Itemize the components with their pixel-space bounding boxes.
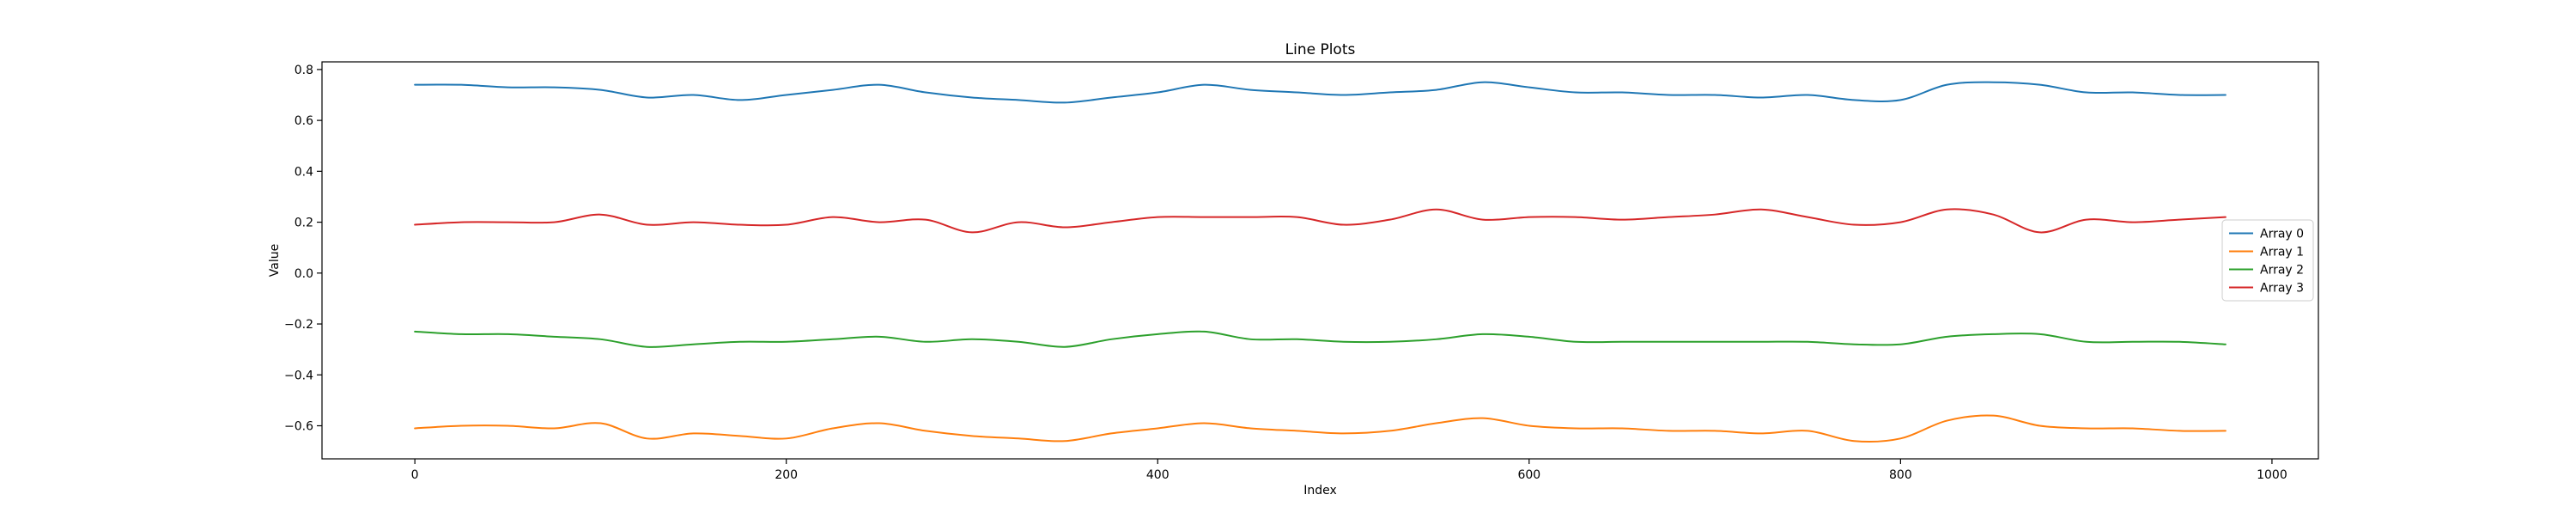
legend-entry: Array 2 (2260, 264, 2304, 278)
y-tick-label: −0.4 (284, 369, 313, 382)
plot-frame (321, 61, 2319, 460)
y-tick-label: 0.4 (295, 165, 313, 179)
legend-entry: Array 3 (2260, 282, 2304, 296)
y-axis-label: Value (268, 244, 282, 277)
series-line-2 (414, 414, 2227, 443)
y-tick-label: 0.8 (295, 64, 313, 77)
y-tick-label: −0.6 (284, 420, 313, 434)
legend-box (2221, 219, 2314, 302)
x-axis-label: Index (1303, 484, 1337, 498)
y-tick-label: 0.0 (295, 267, 313, 281)
x-tick-label: 200 (775, 468, 798, 482)
x-tick-label: 800 (1889, 468, 1912, 482)
y-tick-label: 0.2 (295, 217, 313, 230)
y-tick-label: −0.2 (284, 318, 313, 332)
series-line-4 (414, 208, 2227, 234)
x-tick-label: 600 (1517, 468, 1540, 482)
plot-area (322, 62, 2318, 459)
y-tick-label: 0.6 (295, 114, 313, 128)
x-tick-label: 0 (411, 468, 419, 482)
x-tick-label: 400 (1146, 468, 1170, 482)
legend-entry: Array 1 (2260, 246, 2304, 260)
series-line-3 (414, 330, 2227, 348)
legend-entry: Array 0 (2260, 228, 2304, 241)
series-lines (414, 81, 2227, 443)
series-line-1 (414, 81, 2227, 104)
x-tick-label: 1000 (2257, 468, 2287, 482)
axis-ticks: 0 200 400 600 800 1000 −0.6 −0.4 −0.2 0.0 0.2 0.4 0.… (284, 64, 2287, 482)
chart-title: Line Plots (1285, 41, 1356, 58)
legend: Array 0 Array 1 Array 2 Array 3 (2221, 219, 2314, 302)
